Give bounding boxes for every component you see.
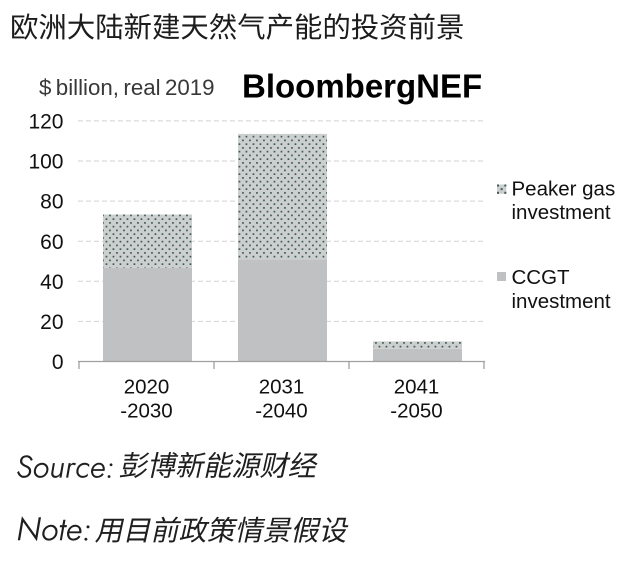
svg-text:-2030: -2030 <box>120 400 172 423</box>
svg-text:80: 80 <box>40 191 63 214</box>
svg-text:2020: 2020 <box>124 376 170 399</box>
svg-text:2031: 2031 <box>259 376 305 399</box>
svg-text:BloombergNEF: BloombergNEF <box>242 68 482 105</box>
svg-text:100: 100 <box>28 151 63 174</box>
svg-text:2041: 2041 <box>394 376 440 399</box>
svg-text:-2050: -2050 <box>390 400 442 423</box>
svg-text:120: 120 <box>28 111 63 134</box>
svg-text:investment: investment <box>512 201 611 224</box>
svg-text:$ billion, real 2019: $ billion, real 2019 <box>39 75 215 100</box>
svg-text:0: 0 <box>52 351 64 374</box>
svg-text:40: 40 <box>40 271 63 294</box>
svg-text:20: 20 <box>40 311 63 334</box>
svg-text:-2040: -2040 <box>255 400 307 423</box>
svg-text:CCGT: CCGT <box>512 266 571 289</box>
svg-text:Peaker gas: Peaker gas <box>512 178 616 201</box>
svg-text:investment: investment <box>512 290 611 313</box>
svg-text:60: 60 <box>40 231 63 254</box>
